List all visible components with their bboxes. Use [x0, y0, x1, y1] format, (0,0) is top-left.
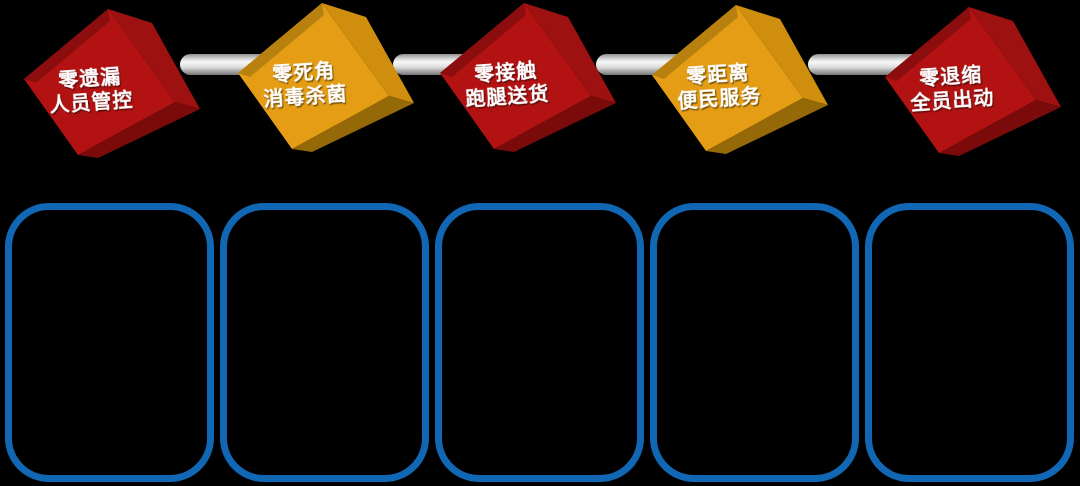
cube-label-line1: 零遗漏 — [56, 64, 122, 92]
cube-face-top-right — [736, 5, 828, 105]
cube-face-bottom-right — [292, 96, 414, 152]
cube-label-line1: 零死角 — [270, 58, 336, 86]
cube-label-line1: 零距离 — [684, 60, 750, 88]
cube-face-top-edge — [440, 3, 526, 77]
cube-face-front — [652, 5, 803, 151]
cube-face-top-edge — [885, 7, 971, 81]
cube-face-front — [24, 9, 175, 155]
panel-4 — [650, 203, 859, 482]
flow-diagram: 零遗漏 人员管控 零死角 消毒杀菌 零接触 跑腿送货 — [24, 3, 1061, 158]
cube-label-line1: 零接触 — [472, 58, 538, 86]
cube-face-front — [885, 7, 1036, 153]
cube-face-top-right — [108, 9, 200, 109]
cube-label-line2: 消毒杀菌 — [263, 81, 348, 111]
panel-1 — [5, 203, 214, 482]
cube-label-line1: 零退缩 — [917, 62, 983, 90]
cube-face-bottom-right — [494, 96, 616, 152]
cube-label-line2: 全员出动 — [909, 85, 995, 115]
cube-face-top-edge — [24, 9, 110, 83]
cube-face-top-right — [524, 3, 616, 103]
cube-face-bottom-right — [939, 100, 1061, 156]
cube-face-top-edge — [238, 3, 324, 77]
cube-face-bottom-right — [706, 98, 828, 154]
panel-5 — [865, 203, 1074, 482]
cube-face-top-edge — [652, 5, 738, 79]
cube-3: 零接触 跑腿送货 — [440, 3, 616, 152]
cube-4: 零距离 便民服务 — [652, 5, 828, 154]
cube-label-line2: 跑腿送货 — [465, 81, 550, 111]
cube-5: 零退缩 全员出动 — [885, 7, 1061, 156]
cube-face-bottom-right — [78, 102, 200, 158]
cube-label-line2: 人员管控 — [49, 87, 134, 117]
cube-1: 零遗漏 人员管控 — [24, 9, 200, 158]
cube-face-top-right — [322, 3, 414, 103]
cube-2: 零死角 消毒杀菌 — [238, 3, 414, 152]
cube-face-front — [238, 3, 389, 149]
cube-face-top-right — [969, 7, 1061, 107]
cube-face-front — [440, 3, 591, 149]
panel-3 — [435, 203, 644, 482]
cube-label-line2: 便民服务 — [677, 83, 762, 113]
panel-2 — [220, 203, 429, 482]
